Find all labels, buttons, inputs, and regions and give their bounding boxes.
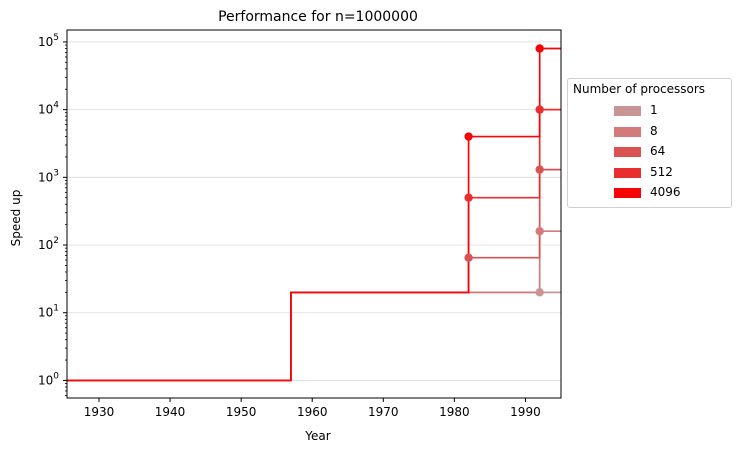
series-point-4096 bbox=[535, 44, 544, 53]
y-tick-base: 10 bbox=[38, 35, 53, 49]
y-tick-label: 102 bbox=[38, 236, 59, 252]
series-point-64 bbox=[535, 165, 544, 174]
y-tick-base: 10 bbox=[38, 238, 53, 252]
y-tick-exponent: 4 bbox=[53, 101, 59, 111]
y-tick-exponent: 2 bbox=[53, 236, 59, 246]
legend-entry: 64 bbox=[614, 144, 729, 160]
x-tick-label: 1940 bbox=[155, 405, 186, 419]
legend-swatch bbox=[614, 167, 641, 178]
legend-label: 512 bbox=[650, 164, 673, 179]
y-tick-exponent: 0 bbox=[53, 371, 59, 381]
legend-label: 8 bbox=[650, 123, 658, 138]
y-tick-exponent: 1 bbox=[53, 304, 59, 314]
legend-label: 64 bbox=[650, 144, 666, 158]
series-line-1 bbox=[67, 291, 561, 382]
y-tick-label: 103 bbox=[38, 168, 59, 184]
series-line-4096 bbox=[67, 47, 561, 382]
y-tick-base: 10 bbox=[38, 170, 53, 184]
y-axis-label: Speed up bbox=[9, 190, 23, 247]
series-point-512 bbox=[464, 193, 473, 202]
x-tick-label: 1990 bbox=[510, 405, 541, 419]
legend: Number of processors 1 8 64 512 4096 bbox=[567, 78, 732, 208]
series-point-8 bbox=[535, 227, 544, 236]
x-tick-label: 1960 bbox=[297, 405, 328, 419]
series-point-512 bbox=[535, 105, 544, 114]
legend-swatch bbox=[614, 188, 641, 198]
chart-title: Performance for n=1000000 bbox=[218, 9, 418, 25]
series-point-4096 bbox=[464, 132, 473, 141]
y-tick-label: 105 bbox=[38, 33, 59, 49]
y-tick-label: 101 bbox=[38, 304, 59, 320]
y-tick-base: 10 bbox=[38, 306, 53, 320]
series-point-64 bbox=[464, 253, 473, 262]
legend-swatch bbox=[614, 126, 641, 137]
series-line-8 bbox=[67, 230, 561, 382]
legend-entry: 1 bbox=[614, 103, 729, 119]
x-tick-label: 1930 bbox=[84, 405, 115, 419]
x-tick-label: 1970 bbox=[368, 405, 399, 419]
legend-title: Number of processors bbox=[573, 82, 706, 96]
series-point-1 bbox=[535, 288, 544, 297]
y-tick-exponent: 5 bbox=[53, 33, 59, 43]
legend-label: 4096 bbox=[650, 185, 681, 199]
legend-swatch bbox=[614, 147, 641, 157]
grid-layer bbox=[67, 41, 561, 381]
series-line-64 bbox=[67, 168, 561, 382]
x-axis-label: Year bbox=[304, 429, 330, 443]
y-tick-label: 100 bbox=[38, 371, 59, 387]
legend-label: 1 bbox=[650, 103, 658, 117]
x-tick-label: 1950 bbox=[226, 405, 257, 419]
legend-entry: 512 bbox=[614, 165, 729, 181]
legend-entry: 4096 bbox=[614, 185, 729, 201]
x-tick-label: 1980 bbox=[439, 405, 470, 419]
y-tick-exponent: 3 bbox=[53, 168, 59, 178]
legend-swatch bbox=[614, 106, 641, 116]
y-tick-base: 10 bbox=[38, 373, 53, 387]
legend-entry: 8 bbox=[614, 124, 729, 140]
y-tick-label: 104 bbox=[38, 101, 59, 117]
series-layer bbox=[67, 44, 561, 382]
plot-frame bbox=[66, 29, 562, 399]
y-tick-base: 10 bbox=[38, 103, 53, 117]
